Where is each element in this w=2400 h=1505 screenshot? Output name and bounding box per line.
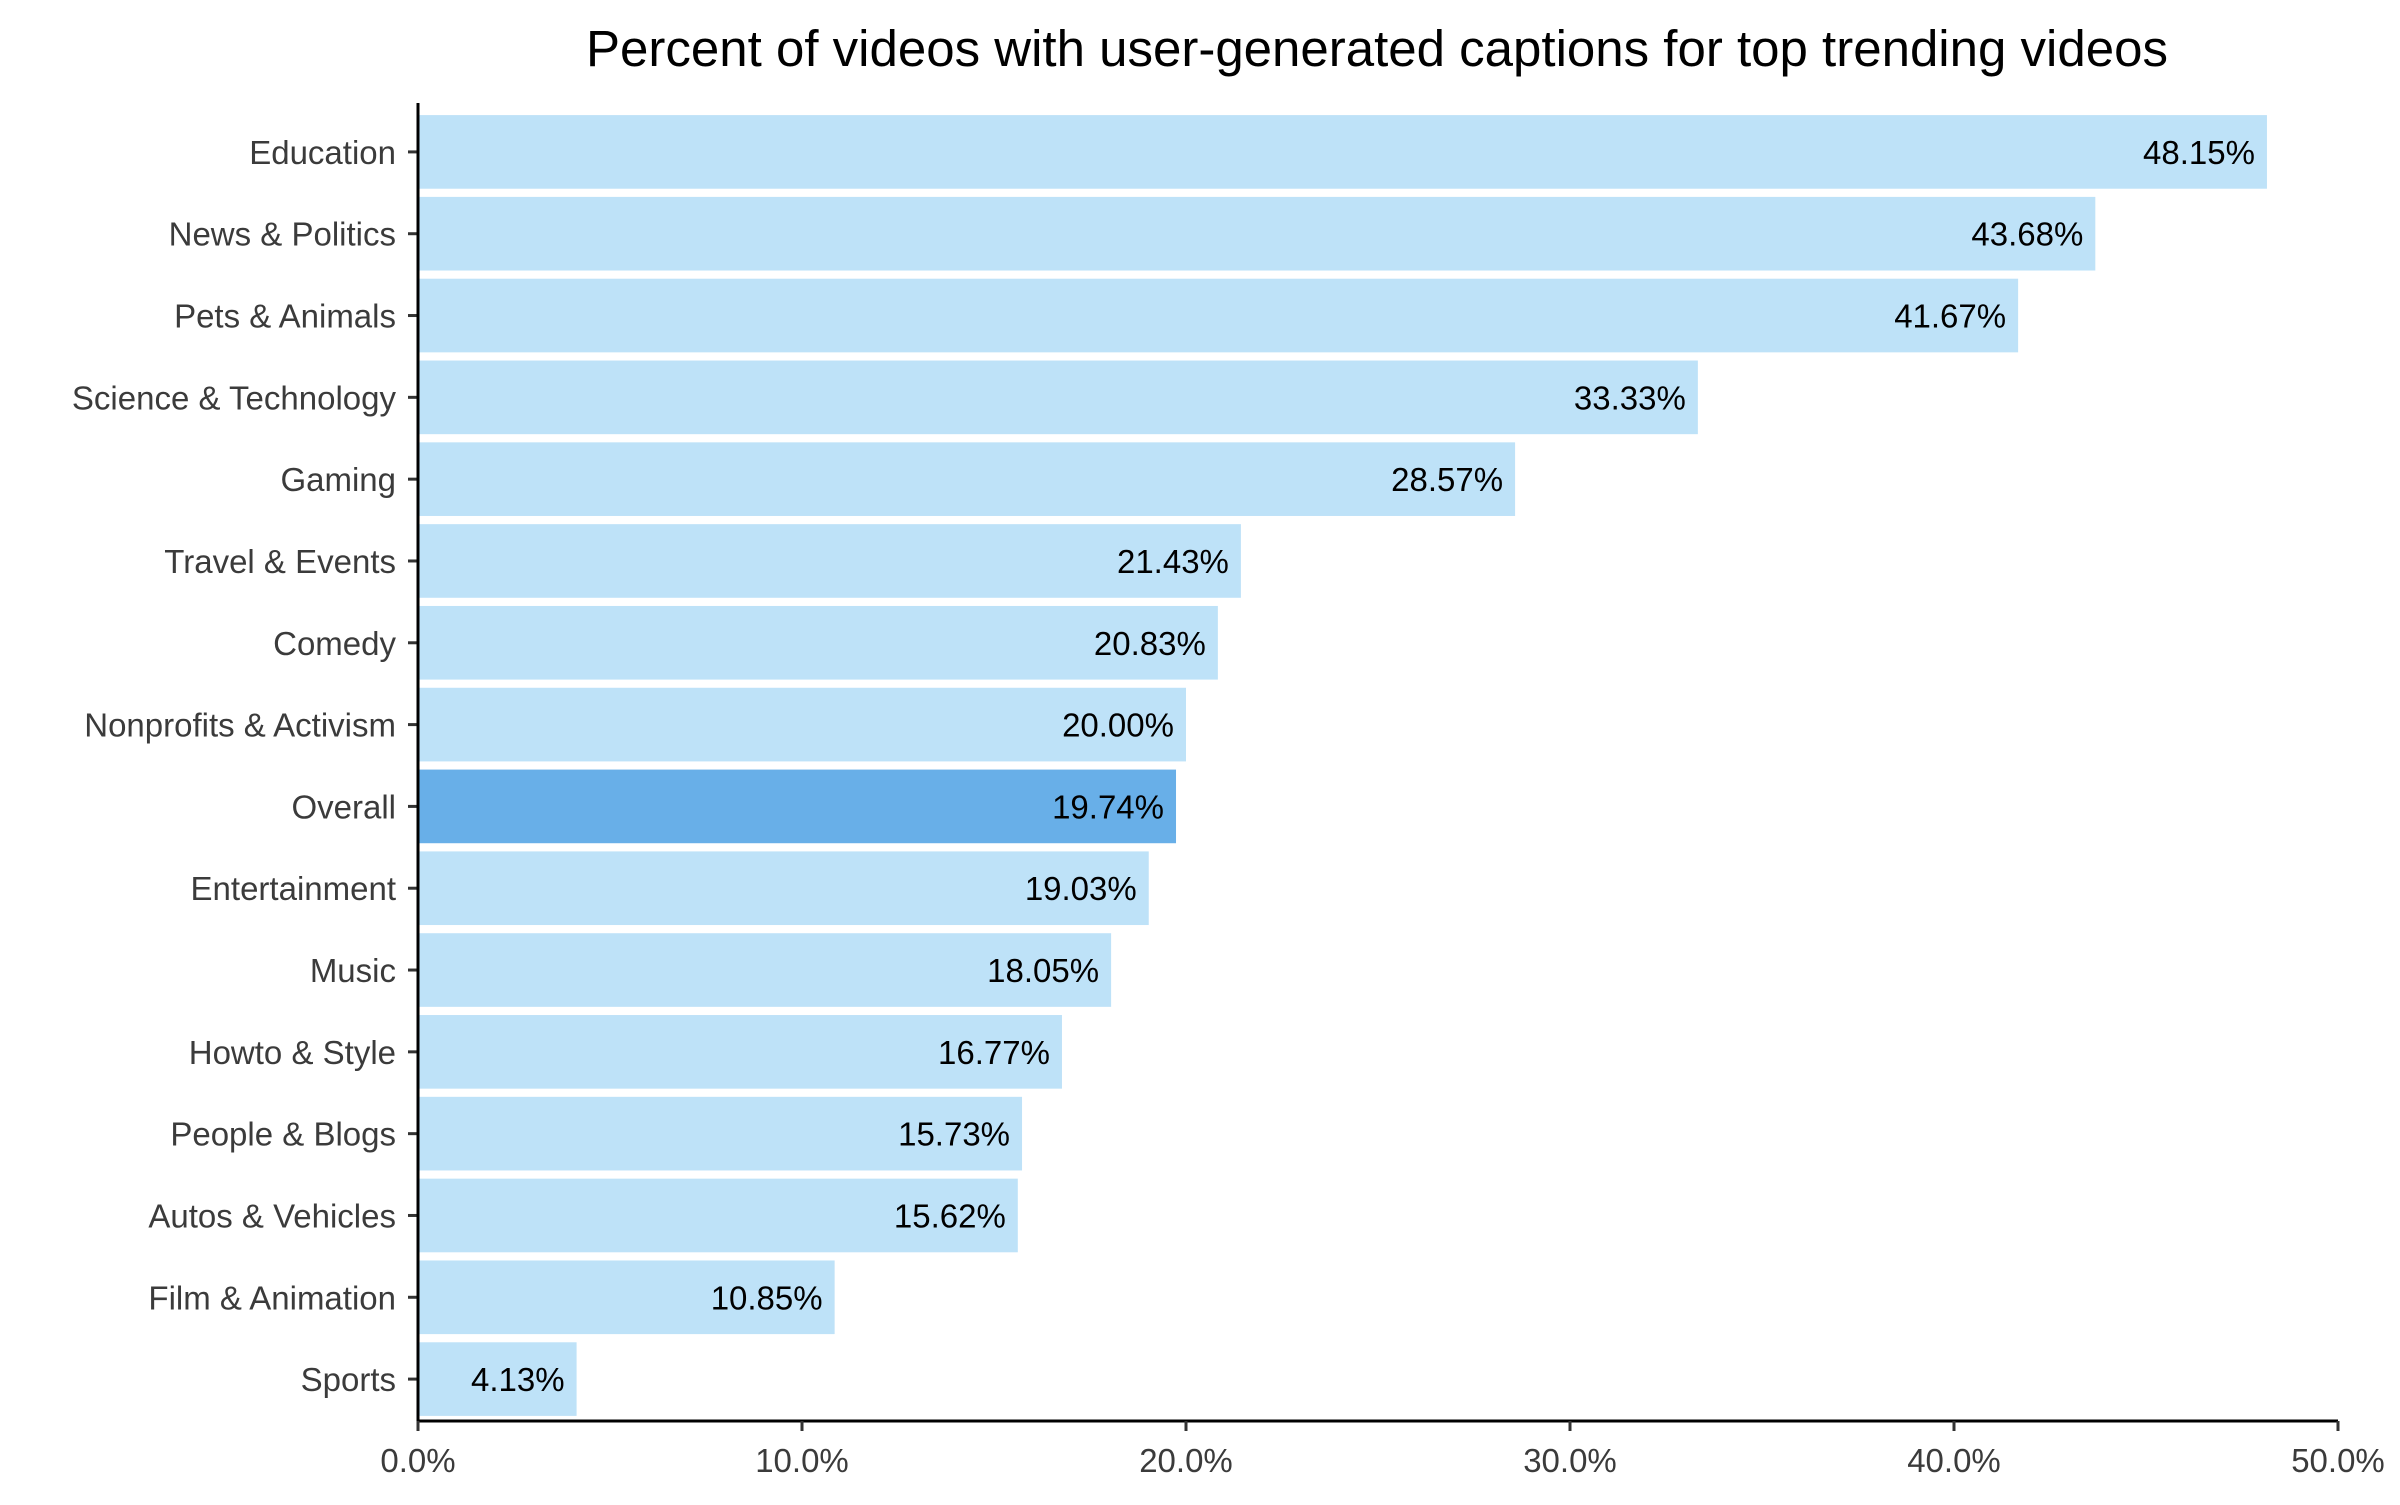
bar-science-and-technology bbox=[418, 360, 1698, 435]
x-tick-label-1: 10.0% bbox=[755, 1442, 849, 1479]
bar-howto-and-style bbox=[418, 1015, 1062, 1089]
axes-group: 0.0% 10.0% 20.0% 30.0% 40.0% 50.0% bbox=[380, 103, 2385, 1479]
category-label-howto-and-style: Howto & Style bbox=[189, 1034, 396, 1071]
category-label-nonprofits-and-activism: Nonprofits & Activism bbox=[84, 707, 396, 744]
category-label-gaming: Gaming bbox=[280, 461, 396, 498]
bar-entertainment bbox=[418, 851, 1149, 926]
category-label-people-and-blogs: People & Blogs bbox=[170, 1116, 396, 1153]
data-label-education: 48.15% bbox=[2143, 134, 2255, 171]
data-label-gaming: 28.57% bbox=[1391, 461, 1503, 498]
category-label-comedy: Comedy bbox=[273, 625, 396, 662]
bar-music bbox=[418, 933, 1112, 1007]
data-label-travel-and-events: 21.43% bbox=[1117, 543, 1229, 580]
bar-education bbox=[418, 115, 2267, 189]
category-label-news-and-politics: News & Politics bbox=[169, 216, 396, 253]
data-label-entertainment: 19.03% bbox=[1025, 870, 1137, 907]
x-tick-label-4: 40.0% bbox=[1907, 1442, 2001, 1479]
data-label-sports: 4.13% bbox=[471, 1361, 565, 1398]
bar-autos-and-vehicles bbox=[418, 1178, 1018, 1253]
bar-gaming bbox=[418, 442, 1516, 516]
data-label-autos-and-vehicles: 15.62% bbox=[894, 1197, 1006, 1234]
data-label-howto-and-style: 16.77% bbox=[938, 1034, 1050, 1071]
chart-title: Percent of videos with user-generated ca… bbox=[586, 20, 2168, 77]
category-label-pets-and-animals: Pets & Animals bbox=[174, 298, 396, 335]
x-tick-label-0: 0.0% bbox=[380, 1442, 455, 1479]
data-label-people-and-blogs: 15.73% bbox=[898, 1116, 1010, 1153]
bars-group: 48.15% 43.68% 41.67% 33.33% 28.57% 21.43% 20.8… bbox=[418, 115, 2267, 1416]
bar-overall bbox=[418, 769, 1177, 844]
x-tick-label-3: 30.0% bbox=[1523, 1442, 1617, 1479]
bar-comedy bbox=[418, 605, 1218, 680]
category-label-overall: Overall bbox=[291, 788, 396, 825]
data-label-nonprofits-and-activism: 20.00% bbox=[1062, 707, 1174, 744]
data-label-pets-and-animals: 41.67% bbox=[1894, 298, 2006, 335]
bar-pets-and-animals bbox=[418, 278, 2019, 353]
x-tick-label-5: 50.0% bbox=[2291, 1442, 2385, 1479]
x-tick-label-2: 20.0% bbox=[1139, 1442, 1233, 1479]
bar-news-and-politics bbox=[418, 196, 2096, 271]
data-label-comedy: 20.83% bbox=[1094, 625, 1206, 662]
data-label-film-and-animation: 10.85% bbox=[711, 1279, 823, 1316]
data-label-science-and-technology: 33.33% bbox=[1574, 379, 1686, 416]
data-label-overall: 19.74% bbox=[1052, 788, 1164, 825]
category-labels-group: Education News & Politics Pets & Animals Sc… bbox=[72, 134, 397, 1398]
category-label-film-and-animation: Film & Animation bbox=[148, 1279, 396, 1316]
data-label-news-and-politics: 43.68% bbox=[1971, 216, 2083, 253]
bar-people-and-blogs bbox=[418, 1096, 1023, 1171]
category-label-autos-and-vehicles: Autos & Vehicles bbox=[148, 1197, 396, 1234]
data-label-music: 18.05% bbox=[987, 952, 1099, 989]
category-label-science-and-technology: Science & Technology bbox=[72, 379, 397, 416]
category-label-travel-and-events: Travel & Events bbox=[164, 543, 396, 580]
bar-film-and-animation bbox=[418, 1260, 835, 1335]
category-label-entertainment: Entertainment bbox=[191, 870, 396, 907]
bar-nonprofits-and-activism bbox=[418, 687, 1186, 762]
category-label-education: Education bbox=[249, 134, 396, 171]
bar-sports bbox=[418, 1342, 577, 1416]
category-label-sports: Sports bbox=[301, 1361, 396, 1398]
bar-travel-and-events bbox=[418, 524, 1241, 598]
category-label-music: Music bbox=[310, 952, 396, 989]
